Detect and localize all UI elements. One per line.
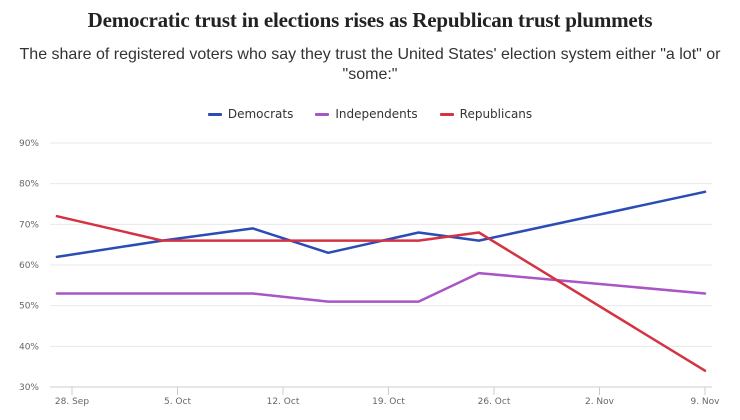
x-tick-label: 19. Oct: [372, 397, 405, 407]
x-tick-label: 28. Sep: [55, 397, 89, 407]
y-tick-label: 40%: [19, 342, 39, 352]
gridlines: [50, 142, 712, 388]
x-tick-label: 2. Nov: [585, 397, 615, 407]
series-line-republicans[interactable]: [55, 214, 707, 372]
chart-subtitle: The share of registered voters who say t…: [19, 46, 721, 83]
series-line-independents[interactable]: [55, 271, 707, 303]
legend-swatch-democrats: [207, 112, 222, 116]
y-axis: 30% 40% 50% 60% 70% 80% 90%: [19, 139, 39, 393]
legend-item-independents[interactable]: Independents: [315, 107, 418, 121]
x-tick-label: 9. Nov: [690, 397, 720, 407]
y-tick-label: 80%: [19, 180, 39, 190]
legend-item-republicans[interactable]: Republicans: [439, 107, 533, 121]
legend-label-independents: Independents: [335, 107, 418, 121]
y-tick-label: 50%: [19, 302, 39, 312]
x-tick-label: 12. Oct: [267, 397, 300, 407]
legend-label-democrats: Democrats: [227, 107, 294, 121]
legend-label-republicans: Republicans: [459, 107, 533, 121]
y-tick-label: 70%: [19, 220, 39, 230]
legend: Democrats Independents Republicans: [0, 107, 740, 121]
chart-title: Democratic trust in elections rises as R…: [87, 8, 653, 32]
legend-swatch-republicans: [439, 112, 454, 116]
x-tick-label: 26. Oct: [478, 397, 511, 407]
y-tick-label: 60%: [19, 261, 39, 271]
series-lines: [55, 190, 707, 372]
x-axis: 28. Sep 5. Oct 12. Oct 19. Oct 26. Oct 2. Nov…: [55, 387, 720, 407]
y-tick-label: 90%: [19, 139, 39, 149]
legend-swatch-independents: [315, 112, 330, 116]
y-tick-label: 30%: [19, 383, 39, 393]
legend-item-democrats[interactable]: Democrats: [207, 107, 294, 121]
x-tick-label: 5. Oct: [164, 397, 191, 407]
